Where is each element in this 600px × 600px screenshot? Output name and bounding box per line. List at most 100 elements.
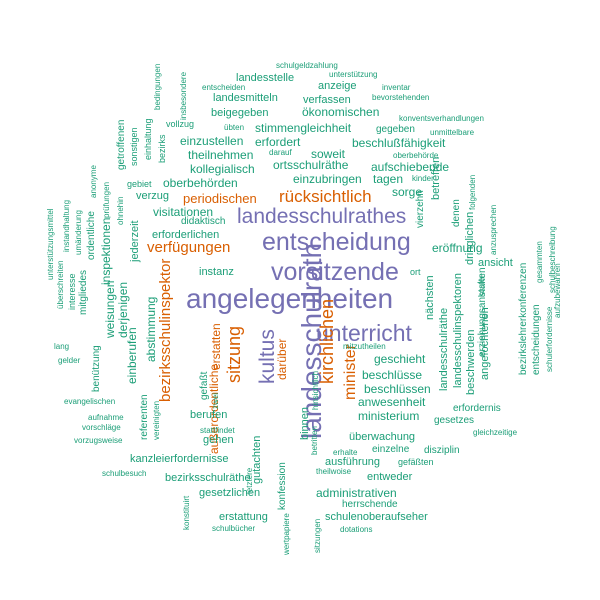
- word-cloud-word: darüber: [275, 338, 289, 380]
- word-cloud-word: stimmengleichheit: [255, 121, 352, 135]
- word-cloud-word: schulgeldzahlung: [276, 61, 338, 70]
- word-cloud-word: getroffenen: [116, 119, 127, 170]
- word-cloud-word: theilnehmen: [188, 148, 254, 162]
- word-cloud-word: abstimmung: [144, 296, 158, 362]
- word-cloud-word: darauf: [269, 148, 292, 157]
- word-cloud-word: schulerfordernisse: [545, 306, 554, 372]
- word-cloud-word: anonyme: [89, 165, 98, 198]
- word-cloud-word: sitzungen: [313, 518, 322, 553]
- word-cloud-word: letztere: [245, 467, 254, 494]
- word-cloud-word: verfassen: [303, 94, 351, 106]
- word-cloud-word: entscheidungen: [531, 304, 542, 375]
- word-cloud-word: erfordert: [255, 135, 301, 149]
- word-cloud-word: bedingungen: [153, 63, 162, 110]
- word-cloud-word: einhaltung: [143, 118, 153, 160]
- word-cloud-word: theilwoise: [316, 467, 352, 476]
- word-cloud-word: gesammten: [535, 241, 544, 283]
- word-cloud-word: erfordernis: [453, 403, 501, 414]
- word-cloud-word: nächsten: [424, 275, 436, 320]
- word-cloud-word: periodischen: [183, 191, 257, 206]
- word-cloud-word: landesstelle: [236, 72, 295, 84]
- word-cloud-word: erforderlichen: [152, 229, 220, 241]
- word-cloud-word: einzubringen: [293, 172, 362, 186]
- word-cloud-word: inventar: [382, 83, 411, 92]
- word-cloud-word: rücksichtlich: [279, 187, 372, 206]
- word-cloud-word: schulbesuch: [102, 469, 147, 478]
- word-cloud-word: aufzubewahren: [553, 263, 562, 318]
- word-cloud-word: dotations: [340, 525, 373, 534]
- word-cloud-word: didaktisch: [181, 216, 226, 227]
- word-cloud-word: einzelne: [372, 444, 410, 455]
- word-cloud-word: evangelischen: [64, 397, 116, 406]
- word-cloud-word: bevorstehenden: [372, 93, 430, 102]
- word-cloud-word: gesetzlichen: [199, 487, 261, 499]
- word-cloud-word: konstituirt: [182, 495, 191, 530]
- word-cloud-word: bezirksschulinspektor: [157, 258, 174, 402]
- word-cloud-word: referenten: [139, 394, 150, 440]
- word-cloud-word: beschlüssen: [364, 382, 431, 396]
- word-cloud-word: beigegeben: [211, 107, 269, 119]
- word-cloud-word: übten: [224, 123, 245, 132]
- word-cloud-word: kanzleierfordernisse: [130, 453, 229, 465]
- word-cloud-word: betreffen: [430, 156, 442, 200]
- word-cloud-word: sitzung: [224, 325, 244, 383]
- word-cloud-word: visitationen: [153, 205, 214, 219]
- word-cloud-word: überschreiten: [56, 260, 65, 309]
- word-cloud-word: umänderung: [74, 210, 83, 255]
- word-cloud-word: oberbehörde: [393, 151, 439, 160]
- word-cloud-word: erhalte: [333, 448, 358, 457]
- word-cloud-word: entscheidung: [262, 228, 411, 256]
- word-cloud-word: vollzug: [166, 119, 195, 129]
- word-cloud-word: aufnahme: [88, 413, 124, 422]
- word-cloud-word: berufen: [190, 409, 228, 421]
- word-cloud-word: konfession: [277, 462, 288, 510]
- word-cloud-word: angefochtenen: [479, 307, 491, 380]
- word-cloud-word: kollegialisch: [190, 162, 255, 176]
- word-cloud-word: inspektionen: [99, 217, 113, 285]
- word-cloud-word: betritten: [310, 426, 319, 455]
- word-cloud-word: kinder: [412, 174, 434, 183]
- word-cloud-word: erstatten: [209, 323, 223, 370]
- word-cloud-word: anzusprechen: [489, 204, 498, 255]
- word-cloud-word: herrschende: [342, 499, 398, 510]
- word-cloud-word: oberbehörden: [163, 176, 238, 190]
- word-cloud-word: verfügungen: [147, 239, 231, 256]
- word-cloud-word: ansicht: [478, 257, 513, 269]
- word-cloud-word: anzeige: [318, 80, 357, 92]
- word-cloud-word: soweit: [311, 147, 346, 161]
- word-cloud-word: unterstützung: [329, 70, 378, 79]
- word-cloud-word: angelegenheiten: [186, 283, 394, 314]
- word-cloud-word: schulbücher: [212, 524, 256, 533]
- word-cloud-word: interesse: [67, 273, 77, 310]
- word-cloud-word: erstattung: [219, 511, 268, 523]
- word-cloud-word: benützung: [91, 345, 102, 392]
- word-cloud-word: weisungen: [103, 280, 117, 338]
- word-cloud-word: lang: [54, 342, 70, 351]
- word-cloud-word: hinsichtlich: [311, 370, 320, 410]
- word-cloud-word: eröffnung: [432, 241, 483, 255]
- word-cloud-word: vorzugsweise: [74, 436, 123, 445]
- word-cloud-word: beschlußfähigkeit: [352, 136, 446, 150]
- word-cloud-word: instanz: [199, 266, 234, 278]
- word-cloud-word: gefaßt: [199, 371, 210, 400]
- word-cloud-word: gleichzeitige: [473, 428, 518, 437]
- word-cloud-word: mitgliedes: [78, 269, 89, 315]
- word-cloud-word: bezirksschulräthe: [165, 472, 251, 484]
- word-cloud-word: vorsitzende: [271, 258, 399, 286]
- word-cloud-word: ortsschulräthe: [273, 158, 349, 172]
- word-cloud-word: kirchlichen: [317, 298, 337, 384]
- word-cloud-word: ohnehin: [116, 196, 125, 225]
- word-cloud-word: unterstützungsmittel: [46, 208, 55, 280]
- word-cloud-word: stattfindet: [200, 426, 235, 435]
- word-cloud-word: verzug: [136, 190, 170, 202]
- word-cloud-word: anwesenheit: [358, 395, 426, 409]
- word-cloud-word: landesschulinspektoren: [452, 273, 464, 388]
- word-cloud-word: prüfungen: [102, 181, 111, 218]
- word-cloud-word: unmittelbare: [430, 128, 475, 137]
- word-cloud-word: einzustellen: [180, 134, 244, 148]
- word-cloud-word: landesschulrathes: [237, 205, 407, 228]
- word-cloud-word: gehen: [203, 434, 234, 446]
- word-cloud-word: ort: [410, 267, 421, 277]
- word-cloud-word: jederzeit: [129, 220, 141, 262]
- word-cloud-word: unterricht: [316, 320, 412, 346]
